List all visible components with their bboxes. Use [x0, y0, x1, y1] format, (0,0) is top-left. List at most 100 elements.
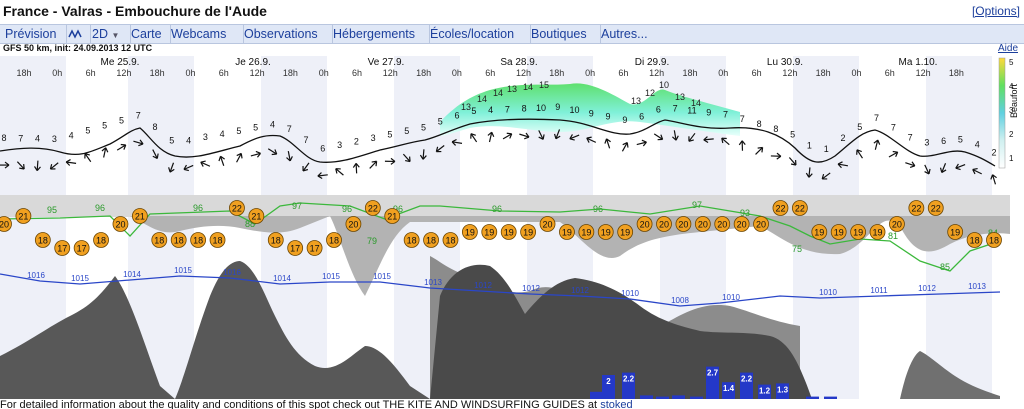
wind-direction-arrow	[152, 149, 159, 160]
wind-speed-label: 9	[622, 115, 627, 125]
tab-accommodation[interactable]: Hébergements	[330, 25, 430, 43]
humidity-label: 96	[95, 203, 105, 213]
temperature-marker: 18	[442, 232, 459, 248]
tab-2d[interactable]: 2D ▼	[89, 25, 131, 43]
wind-direction-arrow	[788, 157, 797, 166]
wind-speed-label: 7	[908, 132, 913, 142]
tab-forecast[interactable]: Prévision	[2, 25, 67, 43]
wind-direction-arrow	[49, 162, 59, 170]
hour-label: 0h	[185, 68, 195, 78]
wind-direction-arrow	[236, 152, 243, 163]
temperature-label: 22	[368, 204, 378, 214]
wind-speed-label: 5	[471, 106, 476, 116]
temperature-label: 20	[678, 220, 688, 230]
temperature-label: 20	[0, 220, 9, 230]
temperature-label: 18	[154, 236, 164, 246]
humidity-line	[0, 202, 1001, 272]
wave-chart-icon	[68, 29, 82, 39]
temperature-marker: 18	[190, 232, 207, 248]
hour-label: 12h	[250, 68, 265, 78]
temperature-marker: 18	[966, 232, 983, 248]
wind-speed-label: 6	[656, 105, 661, 115]
temperature-marker: 19	[559, 224, 575, 240]
tab-schools[interactable]: Écoles/location	[427, 25, 531, 43]
hour-label: 6h	[485, 68, 495, 78]
wind-direction-arrow	[972, 167, 982, 175]
pressure-label: 1010	[621, 289, 639, 298]
wind-direction-arrow	[317, 172, 328, 180]
wind-direction-arrow	[335, 168, 344, 176]
tab-shops[interactable]: Boutiques	[528, 25, 601, 43]
gust-speed-label: 13	[675, 92, 685, 102]
wind-direction-arrow	[538, 130, 545, 140]
tab-map[interactable]: Carte	[128, 25, 171, 43]
temperature-marker: 20	[889, 216, 905, 232]
hour-label: 12h	[116, 68, 131, 78]
wind-direction-arrow	[502, 132, 513, 140]
temperature-marker: 20	[112, 216, 129, 232]
temperature-marker: 17	[73, 240, 90, 256]
temperature-label: 21	[18, 212, 28, 222]
temperature-marker: 21	[248, 208, 265, 224]
humidity-label: 81	[888, 231, 898, 241]
wind-direction-arrow	[621, 142, 629, 152]
tab-observations[interactable]: Observations	[241, 25, 333, 43]
hour-label: 18h	[682, 68, 697, 78]
footer-link[interactable]: stoked	[600, 399, 633, 409]
temperature-marker: 17	[287, 240, 304, 256]
temperature-marker: 20	[753, 216, 769, 232]
temperature-marker: 22	[364, 200, 381, 216]
tab-2d-label: 2D	[92, 27, 108, 41]
tab-graph-icon[interactable]	[65, 25, 91, 43]
wind-speed-label: 7	[304, 135, 309, 145]
day-labels: Me 25.9. Je 26.9. Ve 27.9. Sa 28.9. Di 29.9.…	[101, 57, 938, 68]
temperature-label: 18	[174, 236, 184, 246]
wind-speed-label: 3	[337, 140, 342, 150]
temperature-marker: 17	[54, 240, 71, 256]
humidity-label: 97	[692, 200, 702, 210]
humidity-label: 97	[292, 201, 302, 211]
day-label: Di 29.9.	[635, 57, 669, 68]
wind-speed-label: 7	[723, 109, 728, 119]
temperature-label: 17	[290, 244, 300, 254]
wind-direction-arrow	[286, 150, 293, 162]
day-label: Je 26.9.	[235, 57, 271, 68]
temperature-label: 19	[620, 228, 630, 238]
temperature-label: 19	[465, 228, 475, 238]
temperature-marker: 18	[209, 232, 226, 248]
wind-speed-label: 10	[570, 105, 580, 115]
help-link[interactable]: Aide	[997, 43, 1018, 54]
wind-gust-area	[440, 83, 740, 136]
wind-direction-arrow	[200, 160, 211, 167]
wind-speed-label: 6	[320, 143, 325, 153]
beaufort-legend: 5 4 3 2 1 Beaufort	[998, 57, 1019, 169]
pressure-line	[0, 273, 1001, 307]
wind-direction-arrow	[101, 147, 109, 158]
wind-direction-arrow	[267, 148, 278, 156]
wind-direction-arrow	[770, 152, 782, 160]
wind-direction-arrow	[384, 157, 396, 165]
gust-speed-label: 14	[523, 82, 533, 92]
wind-speed-label: 6	[639, 111, 644, 121]
temperature-marker: 21	[384, 208, 401, 224]
day-label: Me 25.9.	[101, 57, 140, 68]
wind-direction-arrow	[905, 161, 916, 169]
pressure-label: 1014	[273, 274, 291, 283]
hour-labels: 18h 0h 6h 12h 18h 0h 6h 12h 18h 0h 6h 12h 18h 0h 6h 12h…	[16, 68, 963, 78]
wind-direction-arrow	[837, 161, 849, 169]
wind-direction-arrow	[805, 167, 813, 178]
wind-speed-label: 7	[136, 111, 141, 121]
wind-direction-arrow	[553, 129, 561, 140]
humidity-label: 93	[740, 208, 750, 218]
tab-webcams[interactable]: Webcams	[168, 25, 244, 43]
hour-label: 18h	[283, 68, 298, 78]
temperature-label: 19	[950, 228, 960, 238]
humidity-label: 79	[367, 236, 377, 246]
beaufort-unit-label: Beaufort	[1009, 83, 1019, 118]
wind-direction-arrow	[873, 139, 881, 150]
tab-more[interactable]: Autres...	[601, 27, 648, 41]
humidity-label: 96	[492, 204, 502, 214]
options-link[interactable]: [Options]	[971, 4, 1020, 18]
precipitation-bar	[740, 372, 753, 399]
temperature-label: 20	[756, 220, 766, 230]
